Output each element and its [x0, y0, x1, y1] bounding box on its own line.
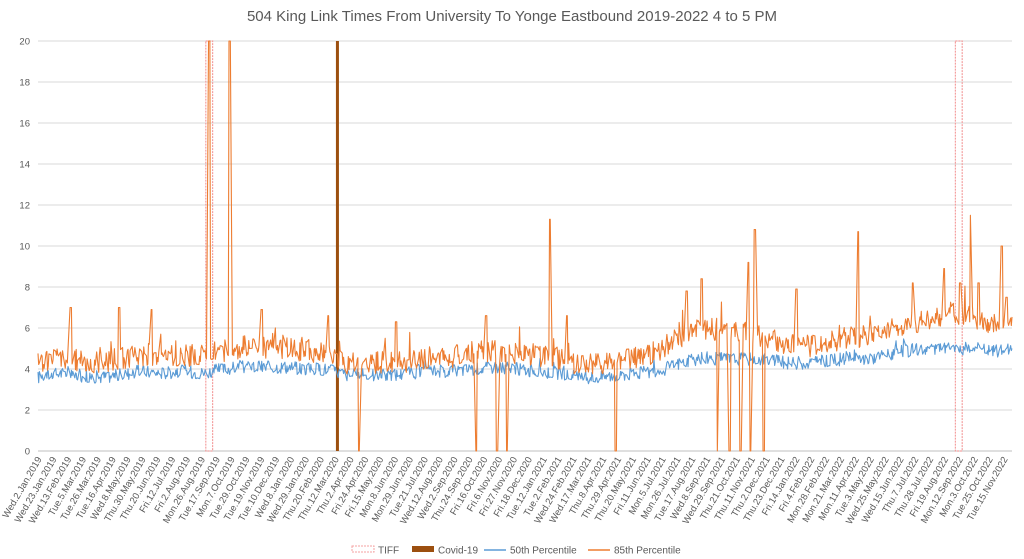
covid-marker — [335, 41, 339, 451]
series-50th-percentile-line — [37, 338, 1013, 385]
y-tick-label: 16 — [19, 119, 30, 130]
y-tick-label: 12 — [19, 201, 30, 212]
y-tick-label: 10 — [19, 242, 30, 253]
y-tick-label: 6 — [25, 324, 30, 335]
legend-swatch-tiff — [351, 545, 375, 553]
y-tick-label: 8 — [25, 283, 30, 294]
axis-labels: 02468101214161820Wed.2.Jan.2019Wed.23.Ja… — [1, 37, 1011, 527]
y-tick-label: 4 — [25, 365, 30, 376]
y-tick-label: 14 — [19, 160, 30, 171]
legend-swatch-covid — [412, 546, 434, 552]
series-lines — [37, 40, 1013, 452]
legend-label: 85th Percentile — [614, 546, 681, 557]
legend-label: Covid-19 — [438, 546, 478, 557]
gridlines — [38, 40, 1012, 452]
y-tick-label: 0 — [25, 447, 30, 458]
legend-label: 50th Percentile — [510, 546, 577, 557]
covid-bar — [335, 41, 339, 451]
chart-title: 504 King Link Times From University To Y… — [246, 8, 778, 25]
y-tick-label: 20 — [19, 37, 30, 48]
y-tick-label: 2 — [25, 406, 30, 417]
tiff-band — [954, 40, 963, 452]
legend-label: TIFF — [378, 546, 399, 557]
y-tick-label: 18 — [19, 78, 30, 89]
series-85th-percentile-line — [37, 40, 1013, 452]
legend: TIFF Covid-19 50th Percentile 85th Percenti… — [351, 545, 681, 557]
